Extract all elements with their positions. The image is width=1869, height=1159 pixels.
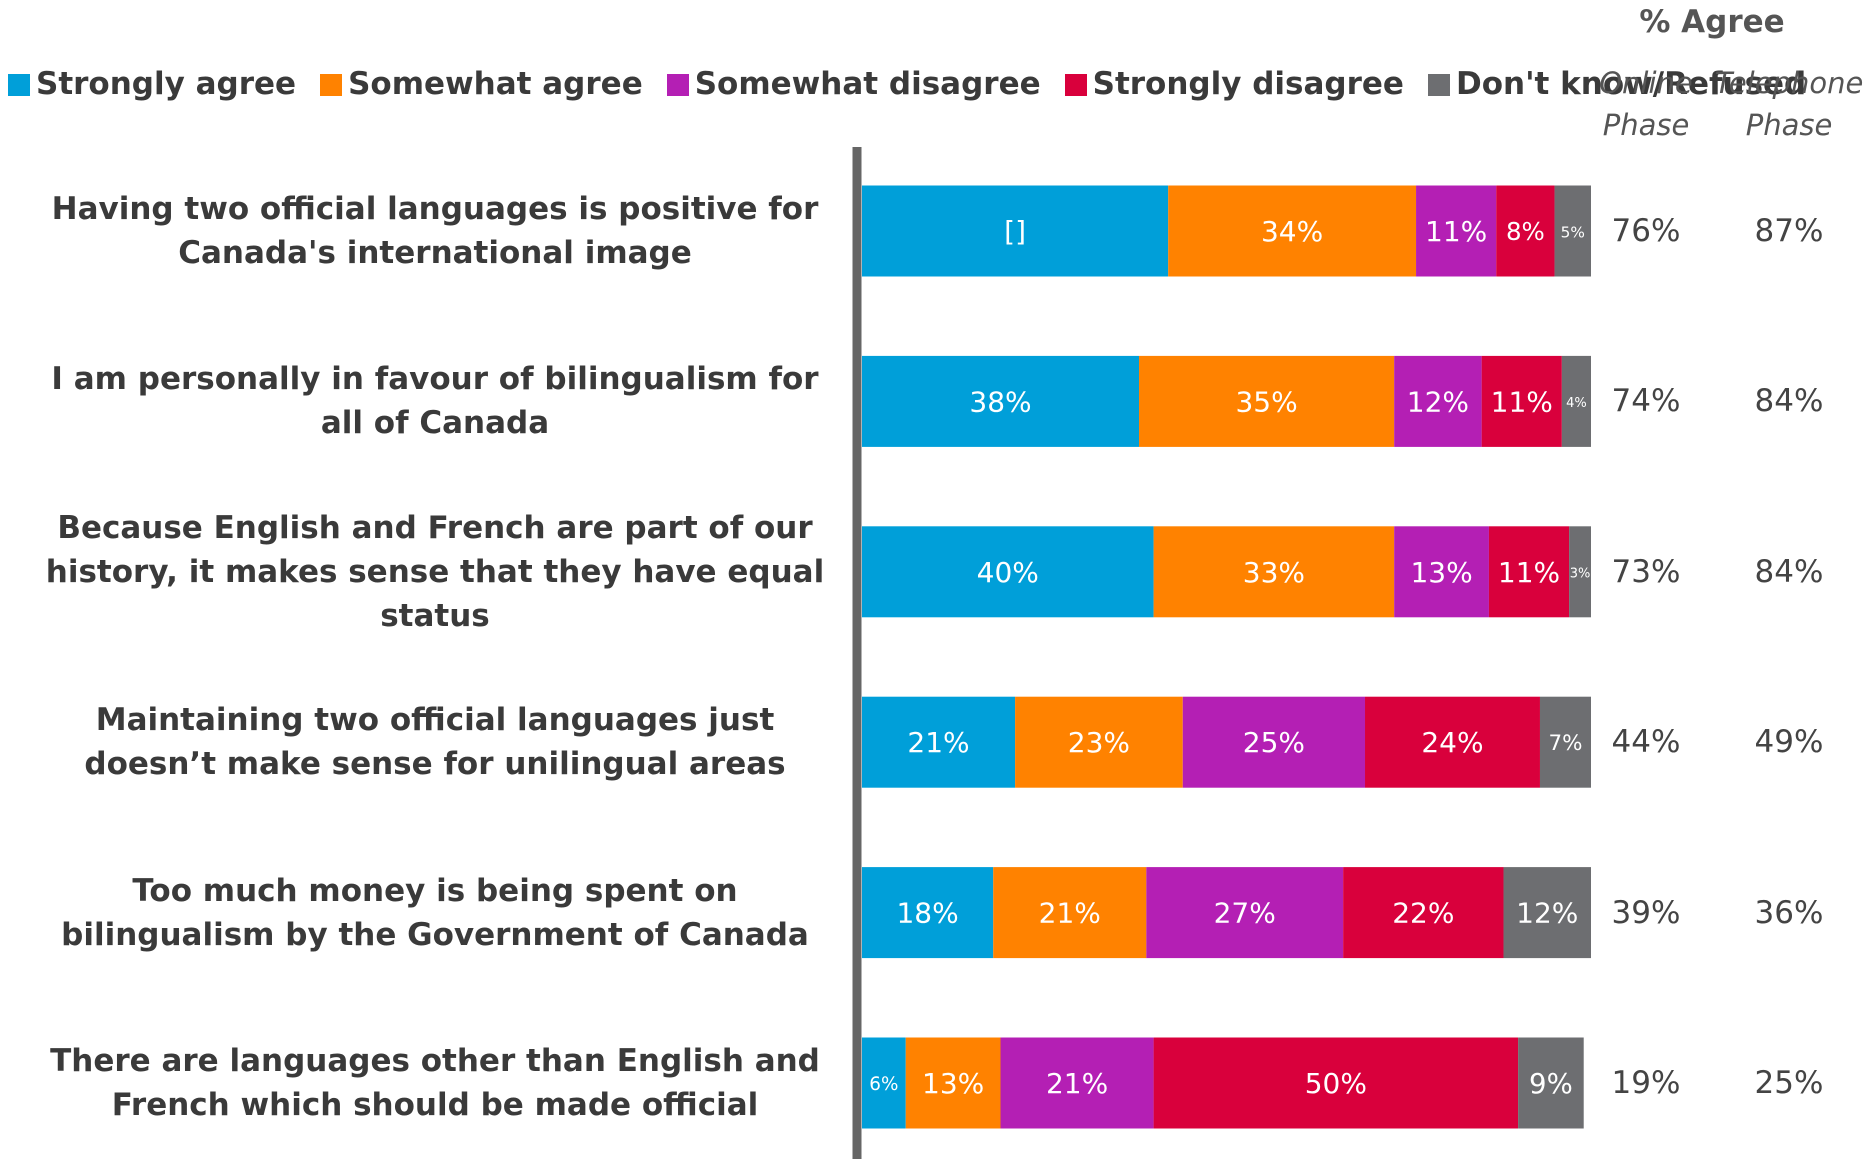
agree-value: 76% <box>1571 213 1721 249</box>
agree-value: 39% <box>1571 895 1721 931</box>
category-label: Because English and French are part of o… <box>40 506 830 638</box>
value-label: 13% <box>922 1067 984 1100</box>
agree-value: 44% <box>1571 724 1721 760</box>
category-label: Having two official languages is positiv… <box>40 187 830 275</box>
value-label: 22% <box>1392 897 1454 930</box>
value-label: 24% <box>1421 726 1483 759</box>
value-label: 50% <box>1305 1067 1367 1100</box>
value-label: 38% <box>969 385 1031 418</box>
agree-value: 84% <box>1714 383 1864 419</box>
value-label: 11% <box>1491 385 1553 418</box>
value-label: 11% <box>1498 556 1560 589</box>
category-label: I am personally in favour of bilingualis… <box>40 357 830 445</box>
value-label: 35% <box>1235 385 1297 418</box>
agree-value: 49% <box>1714 724 1864 760</box>
category-label: Maintaining two official languages just … <box>40 698 830 786</box>
value-label: 12% <box>1516 897 1578 930</box>
agree-value: 19% <box>1571 1065 1721 1101</box>
value-label: 21% <box>1039 897 1101 930</box>
value-label: 8% <box>1506 217 1545 246</box>
agree-value: 74% <box>1571 383 1721 419</box>
value-label: 25% <box>1243 726 1305 759</box>
agree-value: 73% <box>1571 554 1721 590</box>
value-label: 6% <box>869 1074 898 1095</box>
value-label: 34% <box>1261 215 1323 248</box>
agree-value: 36% <box>1714 895 1864 931</box>
value-label: 21% <box>907 726 969 759</box>
value-label: 33% <box>1243 556 1305 589</box>
value-label: 18% <box>896 897 958 930</box>
value-label: 40% <box>977 556 1039 589</box>
value-label: 21% <box>1046 1067 1108 1100</box>
value-label: 23% <box>1068 726 1130 759</box>
category-label: Too much money is being spent on bilingu… <box>40 869 830 957</box>
value-label: 11% <box>1425 215 1487 248</box>
value-label: 12% <box>1407 385 1469 418</box>
agree-value: 87% <box>1714 213 1864 249</box>
value-label: 27% <box>1214 897 1276 930</box>
agree-value: 84% <box>1714 554 1864 590</box>
page: % Agree Strongly agreeSomewhat agreeSome… <box>0 0 1869 1159</box>
value-label: 9% <box>1529 1068 1573 1100</box>
column-header: Online Phase <box>1571 62 1721 146</box>
agree-value: 25% <box>1714 1065 1864 1101</box>
category-label: There are languages other than English a… <box>40 1039 830 1127</box>
column-header: Telephone Phase <box>1714 62 1864 146</box>
value-label: [] <box>1004 215 1026 248</box>
value-label: 13% <box>1410 556 1472 589</box>
